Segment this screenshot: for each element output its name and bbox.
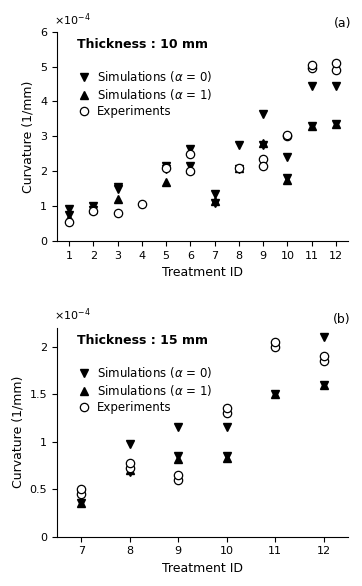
Experiments [79, 490, 84, 498]
Text: Thickness : 15 mm: Thickness : 15 mm [77, 334, 209, 347]
Legend: Simulations ($\alpha$ = 0), Simulations ($\alpha$ = 1), Experiments: Simulations ($\alpha$ = 0), Simulations … [75, 363, 215, 417]
Text: (a): (a) [333, 17, 351, 30]
Experiments [322, 353, 326, 360]
Simulations ($\alpha$ = 0) [128, 440, 132, 447]
Text: $\times10^{-4}$: $\times10^{-4}$ [54, 307, 91, 323]
Experiments [310, 65, 314, 72]
Simulations ($\alpha$ = 0) [310, 122, 314, 130]
Experiments [188, 150, 193, 157]
Experiments [237, 164, 241, 171]
Simulations ($\alpha$ = 0) [322, 381, 326, 388]
Y-axis label: Curvature (1/mm): Curvature (1/mm) [22, 80, 35, 193]
Text: (b): (b) [333, 312, 351, 325]
Simulations ($\alpha$ = 1) [79, 500, 84, 507]
Experiments [225, 410, 229, 417]
Experiments [188, 168, 193, 175]
Legend: Simulations ($\alpha$ = 0), Simulations ($\alpha$ = 1), Experiments: Simulations ($\alpha$ = 0), Simulations … [75, 67, 215, 121]
Line: Simulations ($\alpha$ = 0): Simulations ($\alpha$ = 0) [65, 81, 340, 219]
Simulations ($\alpha$ = 0) [79, 500, 84, 507]
Experiments [261, 155, 265, 162]
Simulations ($\alpha$ = 0) [67, 211, 71, 218]
Simulations ($\alpha$ = 1) [322, 381, 326, 388]
Simulations ($\alpha$ = 1) [237, 164, 241, 171]
Experiments [225, 405, 229, 412]
Simulations ($\alpha$ = 0) [212, 199, 217, 206]
Experiments [285, 133, 290, 140]
Simulations ($\alpha$ = 0) [285, 175, 290, 182]
Simulations ($\alpha$ = 0) [310, 82, 314, 89]
Experiments [273, 343, 278, 350]
Simulations ($\alpha$ = 1) [91, 206, 96, 213]
Simulations ($\alpha$ = 0) [164, 162, 168, 169]
Experiments [176, 471, 181, 478]
Simulations ($\alpha$ = 0) [225, 424, 229, 431]
Simulations ($\alpha$ = 0) [237, 166, 241, 173]
Simulations ($\alpha$ = 0) [188, 145, 193, 152]
Simulations ($\alpha$ = 0) [115, 185, 120, 192]
Simulations ($\alpha$ = 0) [176, 424, 181, 431]
Simulations ($\alpha$ = 1) [212, 197, 217, 205]
Simulations ($\alpha$ = 1) [225, 454, 229, 461]
Text: Thickness : 10 mm: Thickness : 10 mm [77, 38, 209, 51]
Experiments [79, 486, 84, 493]
Simulations ($\alpha$ = 1) [115, 196, 120, 203]
Line: Simulations ($\alpha$ = 1): Simulations ($\alpha$ = 1) [65, 120, 340, 222]
Simulations ($\alpha$ = 0) [261, 110, 265, 117]
Simulations ($\alpha$ = 0) [91, 207, 96, 214]
Simulations ($\alpha$ = 1) [310, 122, 314, 130]
Line: Simulations ($\alpha$ = 1): Simulations ($\alpha$ = 1) [77, 380, 328, 507]
Experiments [261, 162, 265, 169]
Simulations ($\alpha$ = 0) [261, 141, 265, 148]
Experiments [322, 357, 326, 364]
Simulations ($\alpha$ = 0) [322, 333, 326, 340]
Simulations ($\alpha$ = 1) [164, 178, 168, 185]
Experiments [140, 201, 144, 208]
Simulations ($\alpha$ = 1) [334, 121, 338, 128]
Simulations ($\alpha$ = 0) [285, 154, 290, 161]
Line: Experiments: Experiments [65, 59, 340, 226]
Simulations ($\alpha$ = 1) [67, 214, 71, 222]
Simulations ($\alpha$ = 1) [273, 391, 278, 398]
Simulations ($\alpha$ = 0) [273, 343, 278, 350]
Y-axis label: Curvature (1/mm): Curvature (1/mm) [11, 376, 24, 488]
Line: Simulations ($\alpha$ = 0): Simulations ($\alpha$ = 0) [77, 333, 328, 507]
Simulations ($\alpha$ = 0) [212, 190, 217, 197]
Simulations ($\alpha$ = 0) [225, 452, 229, 459]
Simulations ($\alpha$ = 0) [176, 452, 181, 459]
Experiments [128, 465, 132, 472]
Simulations ($\alpha$ = 1) [261, 140, 265, 147]
Simulations ($\alpha$ = 0) [188, 162, 193, 169]
Experiments [128, 460, 132, 467]
Experiments [164, 164, 168, 171]
Simulations ($\alpha$ = 0) [237, 141, 241, 148]
Experiments [334, 60, 338, 67]
Simulations ($\alpha$ = 0) [334, 121, 338, 128]
Text: $\times10^{-4}$: $\times10^{-4}$ [54, 11, 91, 28]
Simulations ($\alpha$ = 0) [334, 82, 338, 89]
Line: Experiments: Experiments [77, 338, 328, 498]
Simulations ($\alpha$ = 0) [273, 391, 278, 398]
Experiments [273, 338, 278, 345]
Experiments [115, 209, 120, 216]
X-axis label: Treatment ID: Treatment ID [162, 266, 243, 279]
Experiments [334, 67, 338, 74]
Simulations ($\alpha$ = 0) [91, 203, 96, 210]
Simulations ($\alpha$ = 0) [79, 490, 84, 498]
Experiments [91, 207, 96, 214]
Simulations ($\alpha$ = 0) [67, 206, 71, 213]
Simulations ($\alpha$ = 1) [285, 176, 290, 183]
Simulations ($\alpha$ = 0) [115, 183, 120, 190]
X-axis label: Treatment ID: Treatment ID [162, 562, 243, 575]
Experiments [310, 62, 314, 69]
Experiments [67, 218, 71, 225]
Simulations ($\alpha$ = 0) [128, 468, 132, 475]
Simulations ($\alpha$ = 0) [164, 166, 168, 173]
Simulations ($\alpha$ = 1) [176, 455, 181, 462]
Simulations ($\alpha$ = 1) [128, 466, 132, 473]
Experiments [176, 476, 181, 483]
Simulations ($\alpha$ = 1) [188, 166, 193, 173]
Experiments [285, 131, 290, 138]
